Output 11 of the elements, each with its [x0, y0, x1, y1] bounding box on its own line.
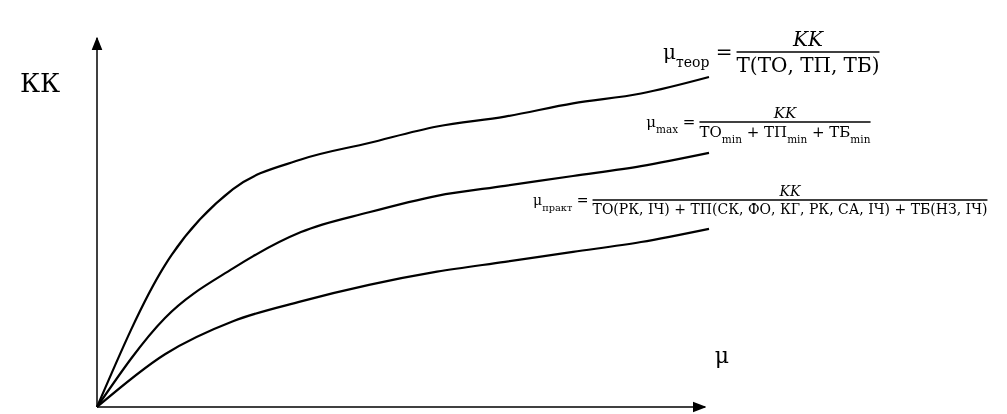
x-axis-title: μ	[714, 343, 730, 368]
text: KK	[778, 182, 802, 199]
annotation: μ$_{практ}$ =	[533, 191, 589, 213]
annotation: ТО(РК, ІЧ) + ТП(СК, ФО, КГ, РК, СА, ІЧ) + ТБ(НЗ, ІЧ)	[592, 201, 988, 217]
text: KK	[792, 27, 824, 51]
text: μ$_{теор}$ =	[662, 40, 733, 70]
text: KK	[772, 103, 797, 122]
annotation: μ$_{max}$ =	[646, 113, 696, 136]
text: Т(ТО, ТП, ТБ)	[736, 53, 880, 77]
annotation: ТО$_{min}$ + ТП$_{min}$ + ТБ$_{min}$	[699, 123, 871, 145]
y-axis-title: КК	[19, 68, 61, 98]
